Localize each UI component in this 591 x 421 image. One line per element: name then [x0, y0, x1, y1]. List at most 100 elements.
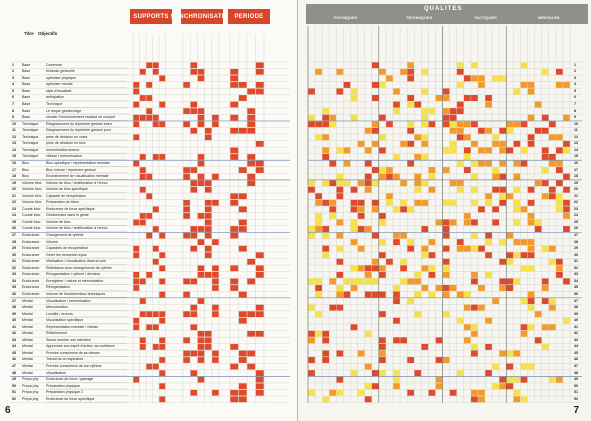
row-number: 51: [574, 390, 578, 395]
quality-cell: [315, 291, 322, 298]
marked-cell: [159, 252, 166, 259]
row-category: Volume bloc: [22, 187, 42, 192]
row-category: Mental: [22, 298, 33, 303]
quality-cell: [421, 121, 429, 128]
quality-cell: [428, 271, 436, 278]
marked-cell: [197, 114, 205, 121]
quality-cell: [499, 127, 507, 134]
row-objective: Volume de bloc: [46, 219, 71, 224]
quality-cell: [506, 127, 514, 134]
row-number: 43: [12, 337, 16, 342]
quality-cell: [336, 258, 344, 265]
row-category: Mental: [22, 324, 33, 329]
marked-cell: [197, 265, 205, 272]
quality-cell: [485, 147, 492, 154]
row-number: 13: [574, 141, 578, 146]
quality-cell: [393, 108, 400, 115]
row-number: 14: [12, 147, 16, 152]
marked-cell: [183, 291, 190, 298]
marked-cell: [197, 173, 205, 180]
quality-cell: [336, 186, 344, 193]
quality-cell: [506, 232, 514, 239]
marked-cell: [212, 265, 219, 272]
quality-cell: [534, 311, 542, 318]
marked-cell: [159, 357, 166, 363]
quality-cell: [322, 396, 330, 403]
quality-cell: [527, 324, 535, 331]
marked-cell: [133, 101, 140, 108]
row-number: 16: [574, 160, 578, 165]
marked-cell: [247, 160, 256, 167]
quality-cell: [393, 154, 400, 160]
row-objective: prise de décision en voies: [46, 134, 88, 139]
quality-cell: [456, 108, 464, 115]
quality-cell: [513, 278, 521, 285]
quality-cell: [379, 265, 386, 272]
quality-cell: [548, 154, 556, 160]
row-category: Mental: [22, 357, 33, 362]
marked-cell: [238, 317, 247, 324]
marked-cell: [255, 272, 264, 278]
marked-cell: [212, 350, 219, 357]
marked-cell: [197, 226, 205, 232]
quality-cell: [421, 140, 429, 147]
quality-cell: [485, 127, 492, 134]
marked-cell: [133, 317, 140, 324]
row-category: Base: [22, 108, 31, 113]
quality-cell: [414, 291, 422, 298]
marked-cell: [255, 383, 264, 390]
quality-cell: [364, 396, 372, 403]
quality-cell: [527, 114, 535, 121]
quality-cell: [400, 232, 407, 239]
quality-cell: [499, 160, 507, 167]
quality-cell: [414, 278, 422, 285]
quality-cell: [407, 357, 415, 363]
marked-cell: [255, 62, 264, 69]
quality-cell: [471, 95, 478, 101]
quality-cell: [478, 389, 485, 396]
row-category: Mental: [22, 337, 33, 342]
quality-cell: [492, 134, 499, 141]
quality-cell: [506, 383, 514, 390]
row-category: Mental: [22, 311, 33, 316]
marked-cell: [204, 186, 212, 193]
quality-cell: [393, 239, 400, 246]
quality-cell: [407, 245, 415, 252]
quality-cell: [329, 114, 337, 121]
quality-cell: [414, 311, 422, 318]
quality-cell: [442, 265, 450, 272]
marked-cell: [152, 114, 159, 121]
marked-cell: [247, 88, 256, 95]
quality-cell: [541, 285, 549, 291]
marked-cell: [190, 101, 198, 108]
quality-cell: [499, 193, 507, 200]
quality-cell: [407, 101, 415, 108]
quality-cell: [343, 278, 351, 285]
marked-cell: [197, 121, 205, 128]
row-objective: Gestionnaire dans le geste: [46, 213, 89, 218]
quality-cell: [308, 278, 315, 285]
row-category: Base: [22, 95, 31, 100]
quality-cell: [492, 167, 499, 174]
quality-cell: [379, 370, 386, 377]
marked-cell: [230, 154, 239, 160]
quality-cell: [442, 285, 450, 291]
quality-cell: [520, 324, 528, 331]
quality-cell: [329, 206, 337, 213]
marked-cell: [197, 68, 205, 75]
quality-cell: [485, 370, 492, 377]
row-objective: Réorganisation / rythme / décision: [46, 272, 101, 277]
quality-cell: [513, 88, 521, 95]
row-objective: prise de décision en bloc: [46, 141, 86, 146]
quality-cell: [435, 95, 443, 101]
marked-cell: [139, 68, 146, 75]
quality-cell: [435, 357, 443, 363]
quality-cell: [556, 193, 563, 200]
quality-cell: [456, 134, 464, 141]
quality-cell: [442, 108, 450, 115]
quality-cell: [393, 88, 400, 95]
marked-cell: [212, 311, 219, 318]
marked-cell: [159, 101, 166, 108]
marked-cell: [159, 396, 166, 403]
quality-cell: [478, 304, 485, 311]
